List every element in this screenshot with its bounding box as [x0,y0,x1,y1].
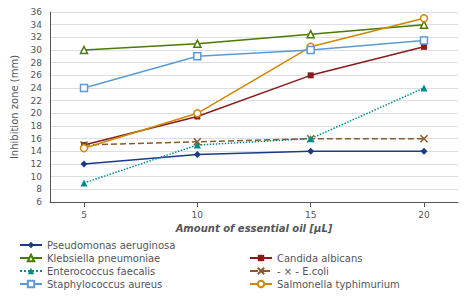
svg-text:22: 22 [31,96,42,106]
svg-text:20: 20 [418,210,430,220]
svg-text:Klebsiella pneumoniae: Klebsiella pneumoniae [47,253,160,264]
svg-text:24: 24 [31,83,43,93]
svg-text:- × - E.coli: - × - E.coli [277,266,329,277]
svg-text:14: 14 [31,146,43,156]
svg-text:16: 16 [31,134,43,144]
svg-text:28: 28 [31,58,43,68]
svg-text:8: 8 [36,184,42,194]
svg-text:30: 30 [31,45,43,55]
svg-text:Enterococcus faecalis: Enterococcus faecalis [47,266,155,277]
svg-text:34: 34 [31,20,43,30]
svg-text:10: 10 [31,172,43,182]
svg-text:26: 26 [31,70,43,80]
svg-text:6: 6 [36,197,42,207]
svg-text:10: 10 [192,210,204,220]
svg-text:20: 20 [31,108,43,118]
svg-text:36: 36 [31,7,43,17]
svg-text:Pseudomonas aeruginosa: Pseudomonas aeruginosa [47,240,175,251]
svg-text:Amount of essential oil [μL]: Amount of essential oil [μL] [175,223,333,234]
svg-text:15: 15 [305,210,316,220]
svg-text:Staphylococcus aureus: Staphylococcus aureus [47,279,162,290]
svg-text:12: 12 [31,159,42,169]
svg-text:5: 5 [81,210,87,220]
svg-text:Salmonella typhimurium: Salmonella typhimurium [277,279,400,290]
svg-text:Candida albicans: Candida albicans [277,253,362,264]
svg-text:18: 18 [31,121,43,131]
svg-text:Inhibition zone (mm): Inhibition zone (mm) [9,55,20,159]
svg-text:32: 32 [31,32,42,42]
